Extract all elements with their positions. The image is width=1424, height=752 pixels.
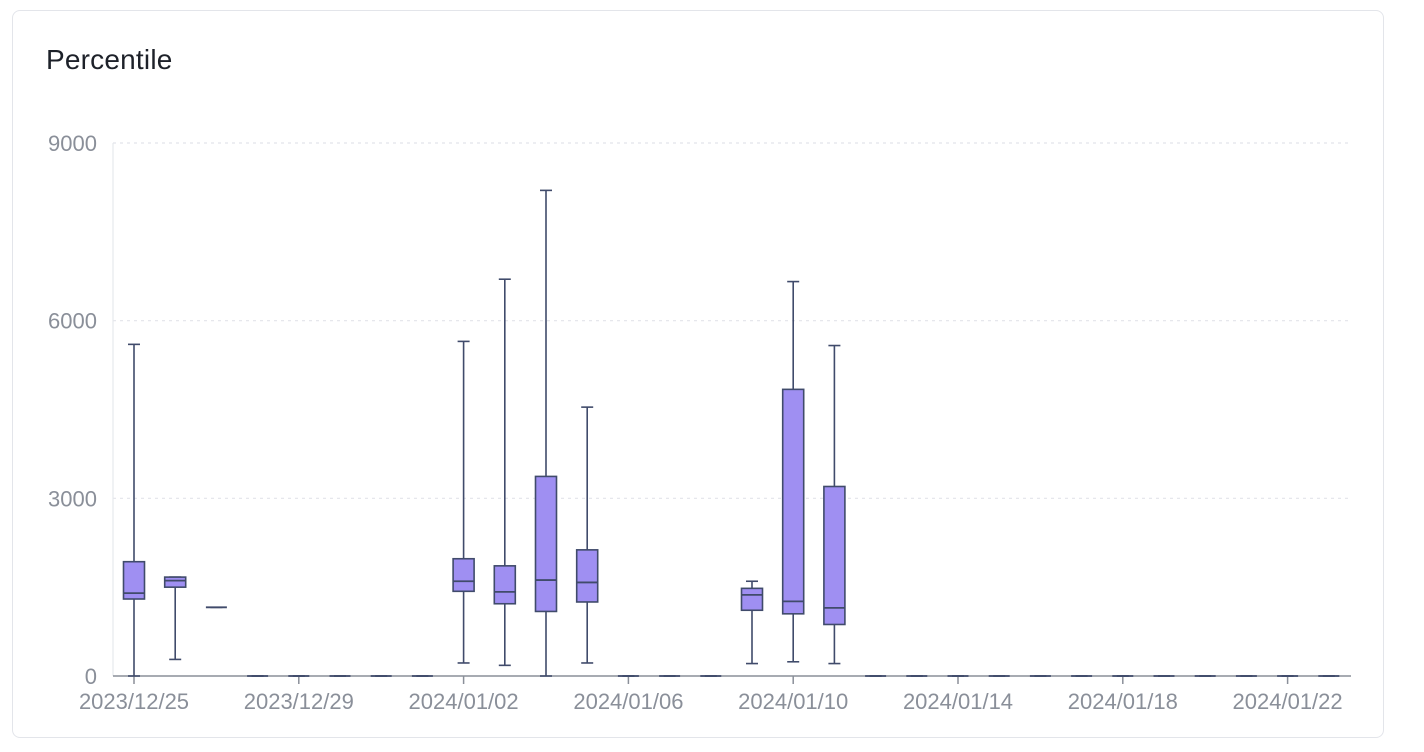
- iqr-box: [122, 560, 146, 600]
- x-tick-label: 2023/12/25: [79, 689, 189, 714]
- grid-lines: [113, 142, 1351, 499]
- y-tick-label: 0: [85, 664, 97, 689]
- x-tick-label: 2024/01/18: [1068, 689, 1178, 714]
- x-tick-label: 2024/01/14: [903, 689, 1013, 714]
- x-tick-label: 2024/01/06: [573, 689, 683, 714]
- box-item: [740, 580, 764, 665]
- box-item: [163, 576, 187, 661]
- box-item: [122, 343, 146, 677]
- x-tick-label: 2023/12/29: [244, 689, 354, 714]
- iqr-box: [823, 485, 846, 626]
- chart-title: Percentile: [46, 44, 173, 75]
- iqr-box: [575, 549, 599, 603]
- iqr-box: [534, 475, 558, 613]
- y-tick-label: 3000: [48, 486, 97, 511]
- axes: [112, 143, 1351, 684]
- y-tick-label: 9000: [48, 131, 97, 156]
- box-item: [575, 406, 599, 664]
- y-tick-label: 6000: [48, 309, 97, 334]
- box-series: [122, 189, 1340, 677]
- box-item: [823, 344, 846, 665]
- iqr-box: [493, 565, 517, 605]
- tick-labels: 0 3000 6000 9000 2023/12/25 2023/12/29 2024/01…: [48, 131, 1343, 714]
- box-item: [452, 340, 475, 664]
- x-tick-label: 2024/01/10: [738, 689, 848, 714]
- iqr-box: [781, 388, 805, 615]
- box-item: [534, 189, 558, 677]
- x-tick-label: 2024/01/02: [409, 689, 519, 714]
- box-item: [781, 280, 805, 663]
- x-tick-label: 2024/01/22: [1233, 689, 1343, 714]
- chart-card: Percentile: [12, 10, 1384, 738]
- iqr-box: [740, 587, 764, 612]
- iqr-box: [452, 557, 475, 593]
- box-item: [493, 278, 517, 667]
- iqr-box: [163, 576, 187, 588]
